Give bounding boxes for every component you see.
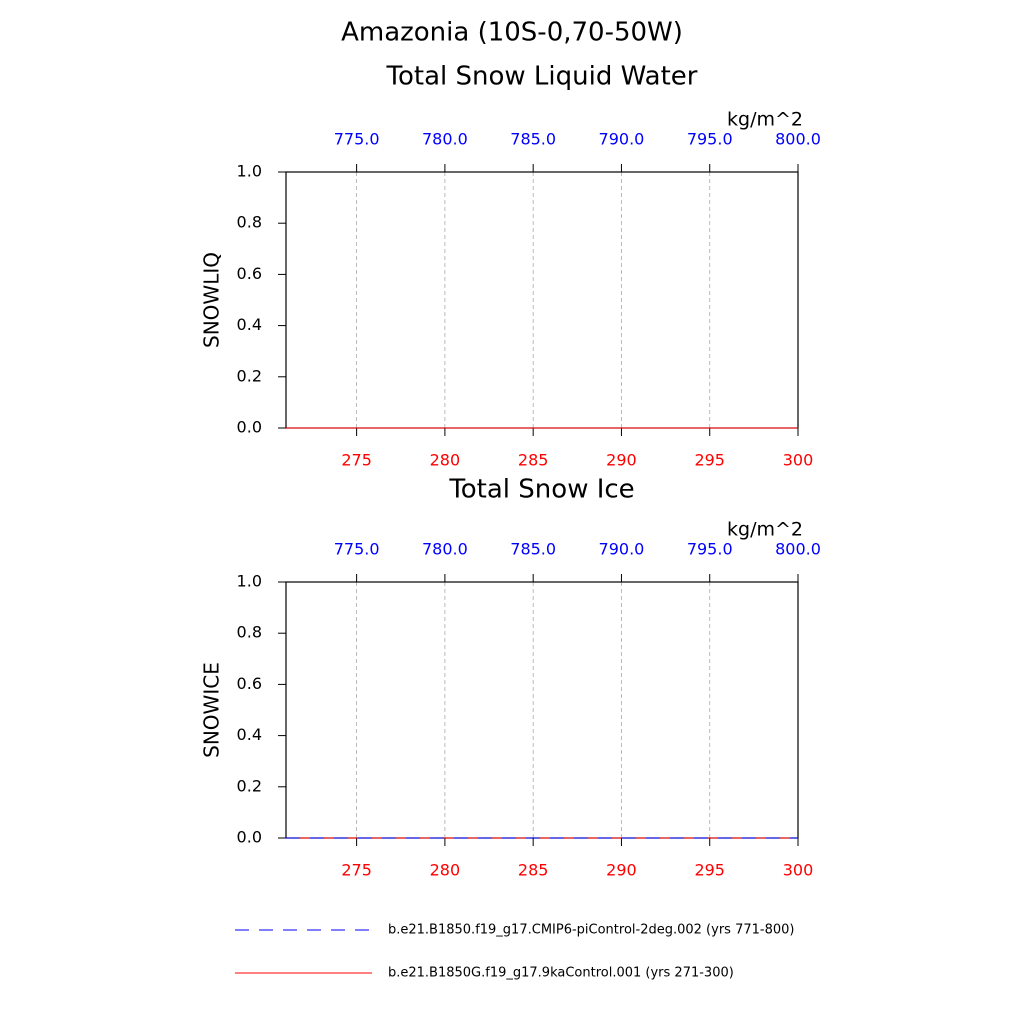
units-label: kg/m^2 [727, 109, 803, 131]
y-tick-label: 0.8 [237, 623, 262, 642]
x-tick-label: 300 [783, 861, 814, 880]
plot-frame [285, 171, 799, 429]
x2-tick-label: 800.0 [775, 130, 821, 149]
legend-label: b.e21.B1850G.f19_g17.9kaControl.001 (yrs… [388, 966, 734, 981]
x-tick-label: 280 [430, 451, 461, 470]
x-tick-label: 275 [341, 451, 372, 470]
y-tick-label: 0.4 [237, 725, 262, 744]
x2-tick-label: 800.0 [775, 540, 821, 559]
chart-title: Total Snow Liquid Water [386, 62, 698, 92]
x2-tick-label: 780.0 [422, 130, 468, 149]
x2-tick-label: 785.0 [510, 540, 556, 559]
x2-tick-label: 790.0 [599, 540, 645, 559]
x-tick-label: 280 [430, 861, 461, 880]
x2-tick-label: 795.0 [687, 130, 733, 149]
x-tick-label: 295 [694, 451, 725, 470]
x2-tick-label: 775.0 [334, 130, 380, 149]
plot-frame [285, 581, 799, 839]
y-tick-label: 1.0 [237, 162, 262, 181]
y-axis-label: SNOWICE [200, 662, 224, 758]
y-tick-label: 0.6 [237, 674, 262, 693]
legend-label: b.e21.B1850.f19_g17.CMIP6-piControl-2deg… [388, 923, 794, 938]
x-tick-label: 295 [694, 861, 725, 880]
x2-tick-label: 790.0 [599, 130, 645, 149]
chart-title: Total Snow Ice [448, 475, 634, 505]
x-tick-label: 285 [518, 451, 549, 470]
y-tick-label: 0.6 [237, 264, 262, 283]
x-tick-label: 300 [783, 451, 814, 470]
y-tick-label: 0.2 [237, 366, 262, 385]
x2-tick-label: 780.0 [422, 540, 468, 559]
y-tick-label: 0.8 [237, 213, 262, 232]
x2-tick-label: 795.0 [687, 540, 733, 559]
x-tick-label: 285 [518, 861, 549, 880]
page-title: Amazonia (10S-0,70-50W) [341, 18, 683, 48]
y-tick-label: 0.0 [237, 828, 262, 847]
y-tick-label: 1.0 [237, 572, 262, 591]
x2-tick-label: 775.0 [334, 540, 380, 559]
y-tick-label: 0.4 [237, 315, 262, 334]
x-tick-label: 290 [606, 861, 637, 880]
x2-tick-label: 785.0 [510, 130, 556, 149]
units-label: kg/m^2 [727, 519, 803, 541]
y-tick-label: 0.0 [237, 418, 262, 437]
y-axis-label: SNOWLIQ [200, 252, 224, 348]
x-tick-label: 290 [606, 451, 637, 470]
y-tick-label: 0.2 [237, 776, 262, 795]
x-tick-label: 275 [341, 861, 372, 880]
